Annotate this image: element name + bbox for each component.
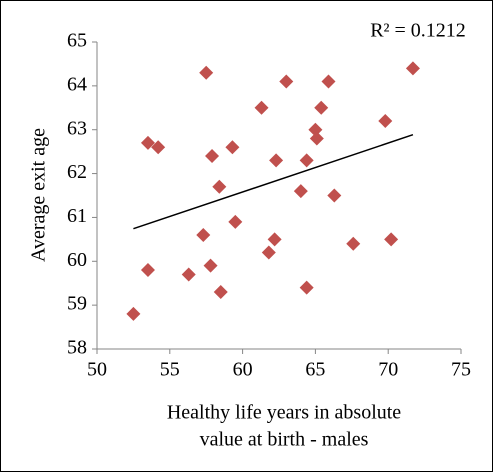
y-tick-label: 64 — [67, 73, 87, 95]
y-tick-label: 65 — [67, 30, 87, 52]
data-point — [140, 135, 155, 150]
x-axis-title: value at birth - males — [200, 429, 369, 451]
data-point — [293, 184, 308, 199]
data-point — [213, 284, 228, 299]
x-tick-label: 65 — [305, 359, 325, 381]
data-point — [378, 113, 393, 128]
data-point — [279, 74, 294, 89]
data-point — [346, 236, 361, 251]
data-point — [299, 153, 314, 168]
r-squared-annotation: R² = 0.1212 — [370, 20, 466, 42]
x-tick-label: 75 — [451, 359, 471, 381]
data-point — [181, 267, 196, 282]
data-point — [267, 232, 282, 247]
data-point — [254, 100, 269, 115]
trendline — [133, 133, 414, 230]
x-axis-title: Healthy life years in absolute — [167, 402, 401, 424]
data-point — [228, 214, 243, 229]
data-point — [196, 227, 211, 242]
x-tick-label: 50 — [87, 359, 107, 381]
data-point — [151, 140, 166, 155]
y-tick-label: 58 — [67, 337, 87, 359]
data-point — [212, 179, 227, 194]
data-point — [140, 263, 155, 278]
data-point — [321, 74, 336, 89]
x-tick-label: 70 — [378, 359, 398, 381]
data-point — [309, 131, 324, 146]
data-point — [199, 65, 214, 80]
data-point — [225, 140, 240, 155]
y-tick-label: 61 — [67, 205, 87, 227]
data-point — [269, 153, 284, 168]
data-point — [405, 61, 420, 76]
x-tick-label: 55 — [160, 359, 180, 381]
data-point — [327, 188, 342, 203]
x-tick-label: 60 — [233, 359, 253, 381]
data-point — [384, 232, 399, 247]
y-tick-label: 59 — [67, 293, 87, 315]
data-point — [203, 258, 218, 273]
data-point — [205, 149, 220, 164]
data-point — [126, 306, 141, 321]
y-tick-label: 63 — [67, 117, 87, 139]
y-tick-label: 60 — [67, 249, 87, 271]
data-point — [314, 100, 329, 115]
data-point — [299, 280, 314, 295]
data-point — [261, 245, 276, 260]
data-point — [308, 122, 323, 137]
y-tick-label: 62 — [67, 161, 87, 183]
y-axis-title: Average exit age — [28, 128, 50, 262]
